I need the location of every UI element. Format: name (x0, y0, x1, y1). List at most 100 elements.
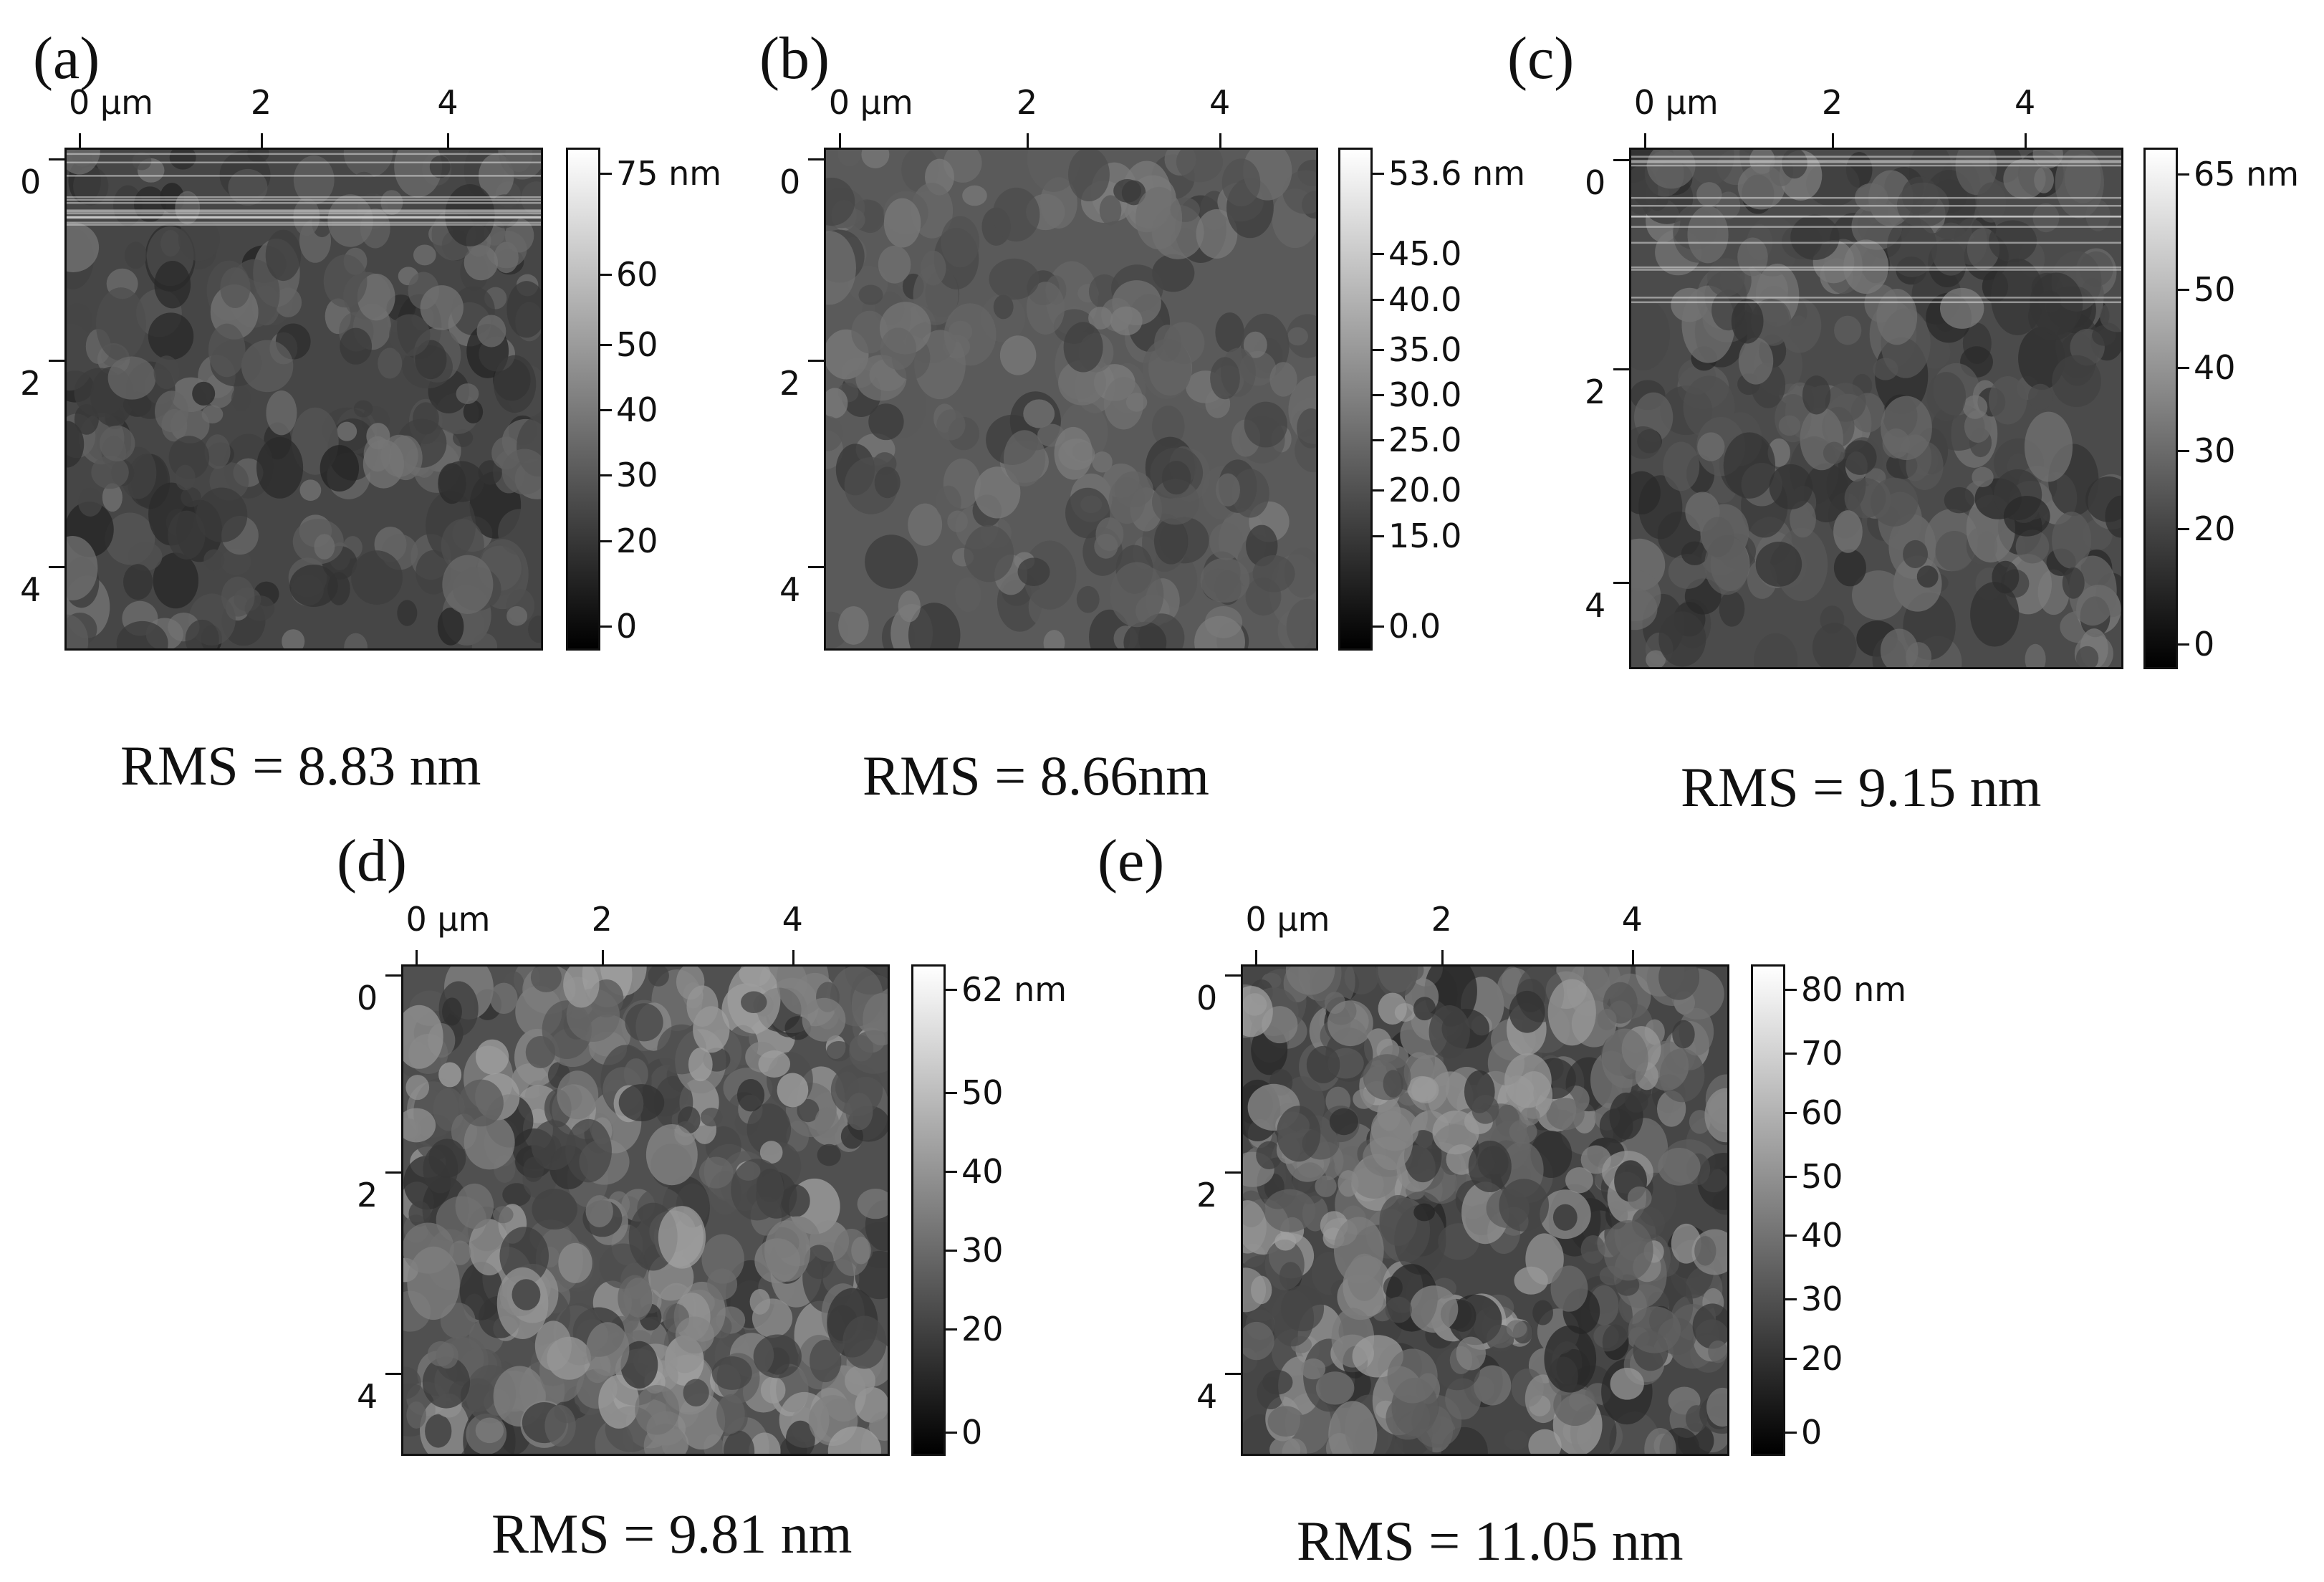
colorbar-label: 40 (1801, 1216, 1843, 1255)
colorbar-tick (1373, 393, 1384, 396)
y-tick-label: 2 (1585, 372, 1606, 411)
y-tick-mark (1613, 582, 1629, 585)
colorbar-label: 45.0 (1388, 234, 1462, 274)
x-tick-mark (1831, 133, 1834, 148)
y-tick-label: 0 (1585, 163, 1606, 203)
y-tick-mark (808, 565, 824, 568)
rms-caption: RMS = 9.15 nm (1681, 756, 2042, 818)
colorbar-tick (1785, 1235, 1797, 1237)
colorbar-tick (600, 173, 612, 176)
colorbar-label: 20 (2194, 509, 2236, 549)
colorbar-label: 40 (616, 390, 658, 430)
colorbar-label: 75 nm (616, 154, 722, 193)
colorbar-label: 50 (2194, 269, 2236, 309)
colorbar-label: 50 (1801, 1156, 1843, 1196)
colorbar-tick (2178, 173, 2189, 176)
y-tick-mark (49, 565, 64, 568)
colorbar-tick (2178, 528, 2189, 531)
colorbar-tick (2178, 288, 2189, 291)
y-tick-mark (1613, 159, 1629, 162)
y-tick-label: 4 (1196, 1376, 1218, 1416)
colorbar-tick (1373, 253, 1384, 256)
y-tick-mark (49, 359, 64, 362)
colorbar-tick (1785, 989, 1797, 992)
colorbar-label: 25.0 (1388, 421, 1462, 460)
rms-caption: RMS = 8.83 nm (120, 734, 481, 797)
y-tick-mark (1225, 974, 1241, 977)
x-tick-label: 4 (1621, 900, 1643, 939)
colorbar-tick (1373, 173, 1384, 176)
x-tick-mark (1631, 950, 1634, 964)
colorbar-tick (946, 1431, 957, 1434)
colorbar-label: 30.0 (1388, 375, 1462, 414)
colorbar-label: 65 nm (2194, 155, 2300, 194)
y-tick-label: 4 (357, 1376, 378, 1416)
x-tick-label: 4 (437, 83, 458, 122)
colorbar-tick (600, 343, 612, 346)
y-tick-label: 2 (1196, 1175, 1218, 1214)
rms-caption: RMS = 11.05 nm (1297, 1510, 1684, 1572)
y-tick-label: 0 (1196, 979, 1218, 1018)
colorbar-label: 0 (2194, 624, 2215, 663)
colorbar-tick (600, 474, 612, 477)
colorbar-tick (1373, 625, 1384, 628)
y-tick-mark (385, 1372, 401, 1375)
colorbar-label: 20.0 (1388, 471, 1462, 510)
rms-caption: RMS = 9.81 nm (491, 1502, 853, 1565)
colorbar-label: 60 (1801, 1093, 1843, 1132)
colorbar-label: 20 (961, 1309, 1004, 1348)
colorbar-label: 50 (616, 325, 658, 364)
y-tick-mark (385, 1171, 401, 1174)
y-tick-mark (1613, 368, 1629, 370)
colorbar-label: 40 (2194, 347, 2236, 387)
colorbar-tick (946, 1328, 957, 1331)
y-tick-mark (1225, 1372, 1241, 1375)
x-tick-mark (792, 950, 794, 964)
colorbar-tick (1785, 1431, 1797, 1434)
colorbar-tick (946, 1092, 957, 1095)
x-tick-mark (1643, 133, 1646, 148)
panel-label: (e) (1098, 828, 1165, 894)
y-tick-label: 0 (779, 163, 801, 202)
colorbar (1751, 964, 1785, 1456)
colorbar-tick (1373, 489, 1384, 492)
colorbar-tick (600, 273, 612, 276)
x-tick-mark (416, 950, 418, 964)
x-tick-mark (1441, 950, 1444, 964)
x-tick-mark (260, 133, 263, 148)
colorbar-tick (1373, 534, 1384, 537)
x-tick-mark (838, 133, 841, 148)
x-tick-label: 2 (1821, 83, 1843, 122)
x-tick-mark (79, 133, 82, 148)
panel-label: (a) (33, 25, 100, 92)
colorbar-tick (1785, 1111, 1797, 1114)
x-tick-label: 4 (1209, 83, 1231, 122)
colorbar-tick (600, 409, 612, 412)
y-tick-label: 2 (779, 363, 801, 403)
colorbar (911, 964, 946, 1456)
x-tick-label: 0 µm (69, 83, 153, 122)
x-tick-label: 2 (591, 900, 613, 939)
y-tick-mark (1225, 1171, 1241, 1174)
colorbar-label: 30 (2194, 431, 2236, 471)
colorbar-label: 40 (961, 1152, 1004, 1192)
colorbar-label: 20 (1801, 1338, 1843, 1378)
x-tick-label: 2 (1016, 83, 1038, 122)
colorbar-label: 0 (1801, 1412, 1823, 1452)
afm-height-map (824, 148, 1318, 651)
colorbar-tick (946, 1171, 957, 1174)
colorbar-label: 60 (616, 254, 658, 294)
afm-height-map (1629, 148, 2123, 669)
colorbar-label: 70 (1801, 1034, 1843, 1073)
x-tick-label: 4 (782, 900, 803, 939)
colorbar-tick (1373, 298, 1384, 301)
colorbar-tick (600, 625, 612, 628)
x-tick-label: 0 µm (405, 900, 491, 939)
afm-height-map (64, 148, 543, 651)
panel-label: (c) (1507, 25, 1575, 92)
y-tick-mark (808, 158, 824, 161)
panel-label: (d) (337, 828, 407, 894)
colorbar-tick (1373, 348, 1384, 351)
colorbar-tick (1373, 439, 1384, 442)
colorbar-label: 0 (961, 1412, 983, 1452)
